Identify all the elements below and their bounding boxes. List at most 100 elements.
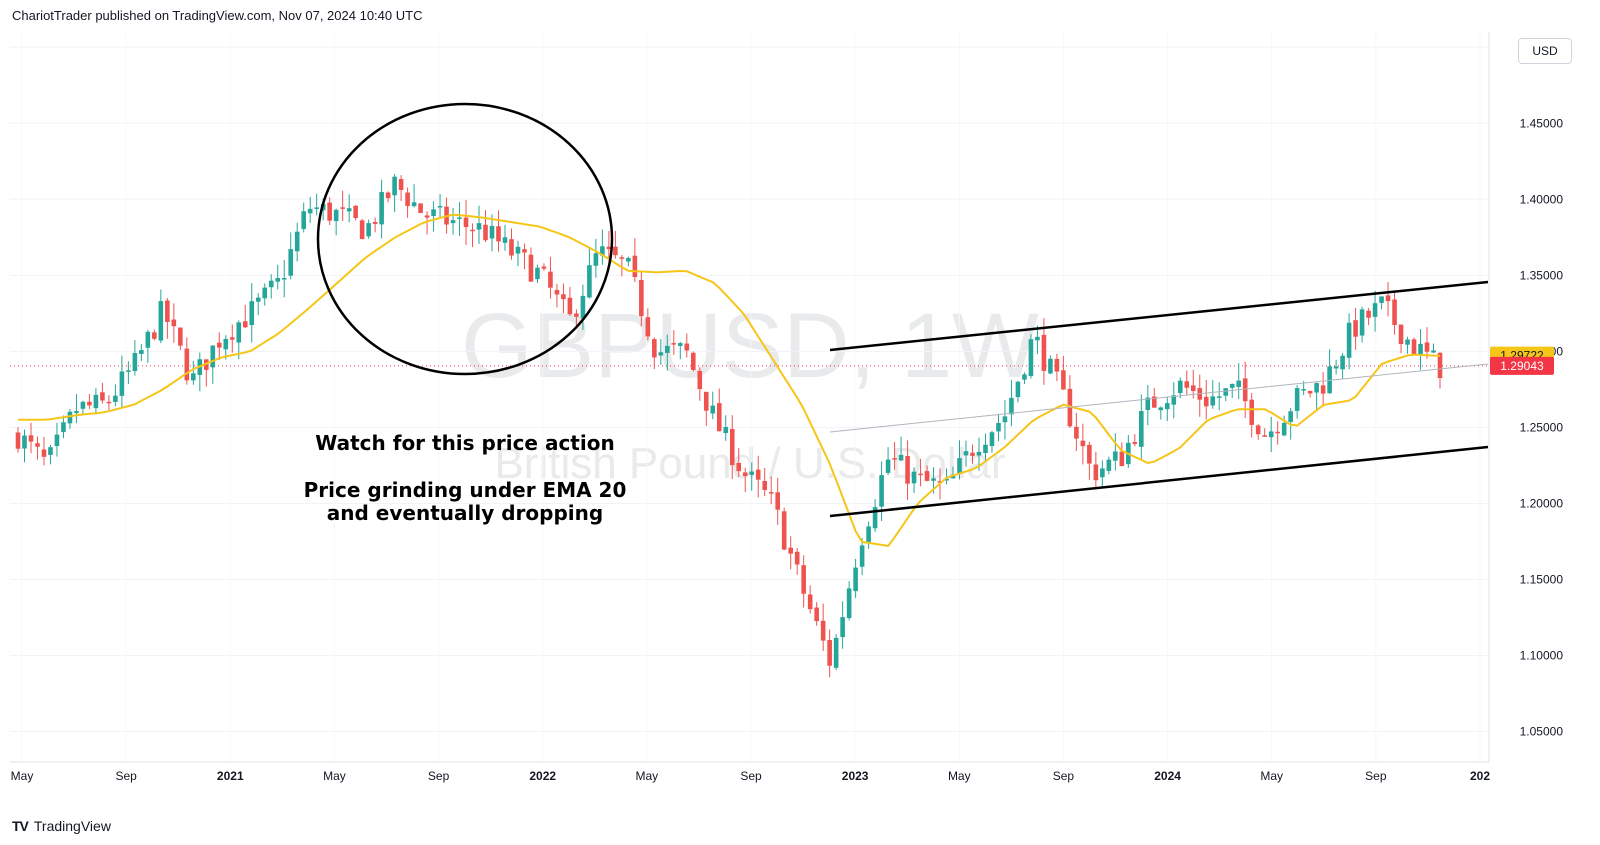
- candle-body: [1100, 468, 1105, 478]
- candle-body: [288, 249, 294, 276]
- candle: [801, 555, 806, 608]
- candle-body: [216, 342, 222, 348]
- candle: [1203, 380, 1209, 420]
- candle: [742, 467, 748, 493]
- x-tick-label: May: [1260, 769, 1283, 783]
- candle-body: [846, 588, 852, 619]
- candle: [1249, 393, 1254, 438]
- candle: [1113, 433, 1118, 471]
- candle: [820, 603, 826, 651]
- grid: [10, 32, 1488, 762]
- candle-body: [859, 545, 865, 567]
- candle: [1048, 355, 1053, 375]
- highlight-circle: [316, 102, 614, 376]
- candle-body: [145, 331, 151, 348]
- candle-body: [729, 428, 735, 466]
- candle-body: [1074, 426, 1079, 439]
- tradingview-logo-icon: TV: [12, 818, 29, 834]
- candle-body: [911, 471, 917, 484]
- y-tick-label: 1.15000: [1520, 573, 1564, 587]
- candle: [781, 507, 787, 551]
- candle: [242, 304, 248, 328]
- candle-body: [716, 403, 722, 432]
- chart-area[interactable]: GBPUSD, 1W British Pound / U.S. Dollar W…: [10, 32, 1592, 804]
- candle-body: [1119, 451, 1125, 467]
- x-tick-label: May: [636, 769, 659, 783]
- candle: [626, 256, 631, 267]
- candle-body: [768, 492, 774, 494]
- candle-body: [48, 447, 53, 455]
- drawings: [316, 102, 1489, 518]
- candle-body: [489, 225, 495, 239]
- candle-body: [1152, 396, 1157, 408]
- candle-body: [307, 208, 313, 214]
- y-tick-label: 1.20000: [1520, 496, 1564, 510]
- candle-body: [353, 205, 358, 219]
- candle-body: [301, 211, 306, 230]
- candle: [1197, 374, 1203, 417]
- candlestick-chart[interactable]: GBPUSD, 1W British Pound / U.S. Dollar W…: [10, 32, 1592, 804]
- candle: [93, 388, 99, 415]
- candle: [22, 429, 27, 463]
- candle-body: [788, 547, 793, 554]
- candle: [866, 521, 871, 549]
- candle: [1119, 442, 1125, 467]
- candle: [1164, 396, 1170, 422]
- candle: [1100, 460, 1105, 488]
- currency-selector[interactable]: USD: [1518, 38, 1572, 64]
- candle-body: [366, 223, 371, 237]
- candle: [671, 330, 677, 355]
- x-tick-label: May: [323, 769, 346, 783]
- candle-body: [191, 373, 196, 381]
- candle: [281, 260, 287, 298]
- candle: [1327, 349, 1332, 395]
- candle-body: [1048, 358, 1053, 374]
- candle: [613, 231, 618, 259]
- candle-body: [496, 226, 501, 242]
- candle-body: [346, 208, 352, 212]
- candle: [1236, 363, 1242, 400]
- candle-body: [340, 207, 345, 209]
- candle: [288, 232, 294, 280]
- candle-body: [1340, 355, 1345, 370]
- candle: [1411, 337, 1417, 356]
- candle: [1035, 325, 1040, 355]
- candle-body: [119, 371, 125, 396]
- candle: [1087, 441, 1092, 480]
- candle-body: [678, 343, 683, 346]
- x-tick-label: Sep: [428, 769, 450, 783]
- candle: [846, 581, 852, 621]
- candle-body: [1392, 299, 1397, 325]
- candle: [502, 224, 508, 251]
- candle: [905, 440, 910, 500]
- candle-body: [1307, 390, 1313, 394]
- candle-body: [385, 192, 391, 199]
- candle-body: [535, 267, 540, 280]
- candle-body: [327, 202, 332, 221]
- candle: [405, 187, 410, 218]
- candle: [970, 444, 975, 464]
- candle: [210, 345, 216, 384]
- candle: [106, 395, 112, 410]
- candle: [307, 196, 313, 223]
- candle-body: [28, 435, 34, 442]
- x-tick-label: Sep: [740, 769, 762, 783]
- candle-body: [1405, 339, 1410, 345]
- candle-body: [548, 271, 553, 288]
- candle-body: [1028, 339, 1034, 377]
- x-tick-label: 2023: [842, 769, 869, 783]
- candle-body: [522, 249, 527, 253]
- candle: [1359, 306, 1365, 343]
- candle-body: [1041, 334, 1047, 371]
- candle-body: [905, 456, 910, 484]
- candle: [15, 427, 21, 453]
- candle-body: [87, 401, 92, 406]
- x-tick-label: Sep: [1053, 769, 1075, 783]
- candle-body: [1203, 396, 1209, 407]
- candle: [807, 585, 813, 614]
- candle: [600, 229, 605, 265]
- candle-body: [281, 277, 287, 280]
- last-price-badge: 1.29043: [1490, 356, 1554, 375]
- channel-lower-line: [829, 445, 1489, 518]
- candle-body: [483, 224, 488, 241]
